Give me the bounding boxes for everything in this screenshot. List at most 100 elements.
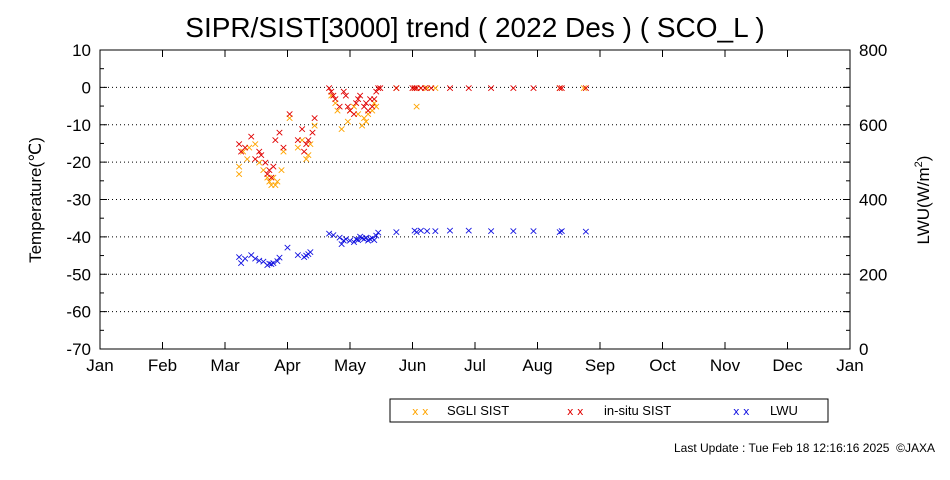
axis-tick-labels: 100-10-20-30-40-50-60-708006004002000Jan…: [66, 41, 887, 375]
y2-tick-label: 400: [859, 191, 887, 210]
data-point: ×: [273, 175, 282, 188]
data-point: ×: [237, 145, 246, 158]
x-tick-label: Jul: [464, 356, 486, 375]
data-point: ×: [337, 238, 346, 251]
data-point: ×: [392, 81, 401, 94]
data-point: ×: [243, 152, 252, 165]
data-point: ×: [304, 149, 313, 162]
x-tick-label: Jan: [86, 356, 113, 375]
data-point: ×: [487, 225, 496, 238]
data-point: ×: [255, 254, 264, 267]
data-point: ×: [529, 81, 538, 94]
data-point: ×: [247, 130, 256, 143]
data-point: ×: [267, 171, 276, 184]
legend: x x SGLI SIST x x in-situ SIST x x LWU: [389, 398, 829, 423]
data-point: ×: [235, 250, 244, 263]
data-point: ×: [265, 175, 274, 188]
data-point: ×: [445, 81, 454, 94]
data-point: ×: [302, 137, 311, 150]
data-point: ×: [259, 255, 268, 268]
data-point: ×: [376, 81, 385, 94]
data-point: ×: [247, 248, 256, 261]
data-point: ×: [557, 225, 566, 238]
legend-label-insitu: in-situ SIST: [604, 403, 671, 418]
data-point: ×: [420, 81, 429, 94]
data-point: ×: [355, 89, 364, 102]
data-point: ×: [304, 134, 313, 147]
data-point: ×: [368, 104, 377, 117]
data-point: ×: [341, 89, 350, 102]
data-point: ×: [408, 81, 417, 94]
x-tick-label: Sep: [585, 356, 615, 375]
data-point: ×: [360, 100, 369, 113]
data-point: ×: [327, 89, 336, 102]
legend-label-sgli: SGLI SIST: [447, 403, 509, 418]
y-tick-label: -50: [66, 265, 91, 284]
data-point: ×: [297, 134, 306, 147]
data-point: ×: [410, 81, 419, 94]
grid-lines: [100, 86, 850, 313]
data-point: ×: [529, 225, 538, 238]
data-point: ×: [304, 247, 313, 260]
data-point: ×: [341, 232, 350, 245]
data-point: ×: [245, 141, 254, 154]
data-point: ×: [343, 115, 352, 128]
data-point: ×: [360, 111, 369, 124]
data-point: ×: [269, 171, 278, 184]
last-update-text: Last Update : Tue Feb 18 12:16:16 2025 ©…: [674, 441, 935, 455]
data-point: ×: [306, 245, 315, 258]
data-point: ×: [416, 81, 425, 94]
data-point: ×: [360, 233, 369, 246]
y-tick-label: -40: [66, 228, 91, 247]
y-tick-label: -10: [66, 116, 91, 135]
data-point: ×: [364, 234, 373, 247]
legend-marker-lwu: x x: [733, 405, 750, 418]
y-tick-label: -70: [66, 340, 91, 359]
x-tick-label: Dec: [772, 356, 803, 375]
data-point: ×: [362, 115, 371, 128]
data-point: ×: [349, 100, 358, 113]
y-tick-label: -20: [66, 153, 91, 172]
y2-axis-label-prefix: LWU(W/m: [914, 167, 933, 244]
data-point: ×: [241, 252, 250, 265]
x-tick-label: Jan: [836, 356, 863, 375]
data-point: ×: [368, 100, 377, 113]
data-point: ×: [364, 104, 373, 117]
data-point: ×: [372, 229, 381, 242]
data-point: ×: [267, 257, 276, 270]
data-point: ×: [269, 160, 278, 173]
data-point: ×: [269, 256, 278, 269]
data-point: ×: [509, 81, 518, 94]
data-point: ×: [364, 108, 373, 121]
x-tick-label: May: [334, 356, 367, 375]
data-point: ×: [372, 85, 381, 98]
data-point: ×: [370, 233, 379, 246]
data-point: ×: [579, 81, 588, 94]
data-point: ×: [412, 81, 421, 94]
data-point: ×: [509, 225, 518, 238]
data-point: ×: [392, 81, 401, 94]
data-point: ×: [325, 227, 334, 240]
data-point: ×: [581, 81, 590, 94]
data-point: ×: [345, 104, 354, 117]
y2-tick-label: 200: [859, 265, 887, 284]
data-point: ×: [427, 81, 436, 94]
x-tick-label: Nov: [710, 356, 741, 375]
x-tick-label: Aug: [522, 356, 552, 375]
data-point: ×: [392, 226, 401, 239]
data-point: ×: [370, 96, 379, 109]
data-point: ×: [374, 81, 383, 94]
data-point: ×: [366, 233, 375, 246]
data-point: ×: [335, 100, 344, 113]
data-point: ×: [581, 225, 590, 238]
data-point: ×: [345, 234, 354, 247]
data-point: ×: [310, 119, 319, 132]
data-point: ×: [339, 234, 348, 247]
data-point: ×: [349, 236, 358, 249]
data-point: ×: [555, 81, 564, 94]
data-point: ×: [255, 145, 264, 158]
data-point: ×: [422, 81, 431, 94]
plot-frame: [99, 49, 851, 350]
data-point: ×: [251, 152, 260, 165]
